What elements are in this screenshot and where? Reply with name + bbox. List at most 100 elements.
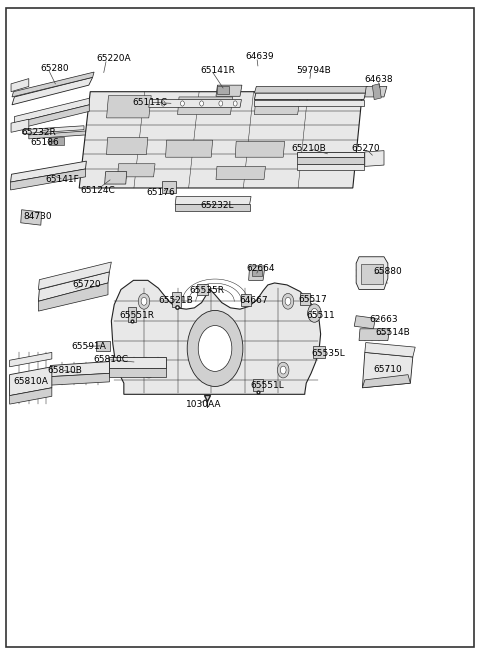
Text: 65511: 65511 <box>306 310 335 320</box>
Circle shape <box>198 326 232 371</box>
Polygon shape <box>12 72 94 97</box>
Text: 65535R: 65535R <box>190 286 225 295</box>
Polygon shape <box>21 210 42 225</box>
Polygon shape <box>354 316 375 329</box>
Polygon shape <box>365 86 387 97</box>
Text: 65880: 65880 <box>373 267 402 276</box>
Text: 65124C: 65124C <box>81 186 115 195</box>
Polygon shape <box>118 164 155 177</box>
Circle shape <box>233 101 237 106</box>
Circle shape <box>180 101 184 106</box>
Polygon shape <box>38 283 108 311</box>
Polygon shape <box>297 157 364 164</box>
Polygon shape <box>149 100 241 107</box>
Polygon shape <box>50 373 109 385</box>
Circle shape <box>200 101 204 106</box>
Polygon shape <box>356 257 388 290</box>
Polygon shape <box>172 292 181 307</box>
Text: 65521B: 65521B <box>158 296 193 305</box>
Polygon shape <box>361 264 383 284</box>
Polygon shape <box>217 86 229 94</box>
Polygon shape <box>50 362 109 377</box>
Text: 65720: 65720 <box>72 280 101 290</box>
Polygon shape <box>79 92 362 188</box>
Circle shape <box>311 309 318 318</box>
Polygon shape <box>11 119 29 132</box>
Polygon shape <box>362 352 413 388</box>
Text: 65141R: 65141R <box>201 66 236 75</box>
Polygon shape <box>254 93 366 100</box>
Polygon shape <box>178 97 233 115</box>
Polygon shape <box>10 352 52 367</box>
Text: 65710: 65710 <box>373 365 402 374</box>
Polygon shape <box>216 85 242 96</box>
Polygon shape <box>197 284 208 295</box>
Circle shape <box>277 362 289 378</box>
Polygon shape <box>362 375 410 388</box>
Text: 65280: 65280 <box>41 64 70 73</box>
Polygon shape <box>365 343 415 357</box>
Polygon shape <box>252 270 262 276</box>
Polygon shape <box>23 126 84 134</box>
Text: 65186: 65186 <box>30 138 59 147</box>
Polygon shape <box>313 346 325 358</box>
Circle shape <box>285 297 291 305</box>
Circle shape <box>138 293 150 309</box>
Text: 65232R: 65232R <box>22 128 56 137</box>
Polygon shape <box>38 272 109 301</box>
Polygon shape <box>11 169 85 190</box>
Text: 64667: 64667 <box>239 296 268 305</box>
Text: 64638: 64638 <box>365 75 394 84</box>
Polygon shape <box>235 141 285 157</box>
Circle shape <box>161 101 165 106</box>
Text: 65210B: 65210B <box>292 144 326 153</box>
Text: 65220A: 65220A <box>96 54 131 64</box>
Polygon shape <box>129 307 136 322</box>
Polygon shape <box>365 151 384 166</box>
Text: 65111C: 65111C <box>132 98 167 107</box>
Polygon shape <box>38 262 111 290</box>
Polygon shape <box>216 166 265 179</box>
Circle shape <box>146 366 152 374</box>
Polygon shape <box>111 280 321 394</box>
Text: 1030AA: 1030AA <box>186 400 221 409</box>
Text: 65810C: 65810C <box>94 355 129 364</box>
Circle shape <box>143 362 155 378</box>
Circle shape <box>308 304 321 322</box>
Text: 84730: 84730 <box>23 212 52 221</box>
Text: 62663: 62663 <box>370 315 398 324</box>
Text: 65270: 65270 <box>352 144 381 153</box>
Polygon shape <box>10 367 52 396</box>
Circle shape <box>187 310 243 386</box>
Polygon shape <box>162 181 176 193</box>
Polygon shape <box>297 164 364 170</box>
Polygon shape <box>107 96 151 118</box>
Polygon shape <box>29 131 85 139</box>
Polygon shape <box>14 98 89 123</box>
Polygon shape <box>253 379 263 391</box>
Polygon shape <box>254 100 364 106</box>
Text: 65810A: 65810A <box>13 377 48 386</box>
Polygon shape <box>109 357 166 368</box>
Polygon shape <box>372 84 381 100</box>
Polygon shape <box>254 86 368 93</box>
Text: 65141F: 65141F <box>46 175 79 184</box>
Polygon shape <box>175 196 251 204</box>
Text: 65514B: 65514B <box>376 328 410 337</box>
Polygon shape <box>107 138 148 155</box>
Text: 65176: 65176 <box>146 188 175 197</box>
Polygon shape <box>96 341 110 351</box>
Polygon shape <box>105 172 127 184</box>
Text: 65591A: 65591A <box>71 342 106 351</box>
Polygon shape <box>300 293 310 305</box>
Circle shape <box>141 297 147 305</box>
Text: 62664: 62664 <box>246 264 275 273</box>
Text: 65535L: 65535L <box>311 349 345 358</box>
Polygon shape <box>14 105 89 130</box>
Polygon shape <box>11 79 29 92</box>
Polygon shape <box>175 204 250 211</box>
Polygon shape <box>249 266 265 280</box>
Polygon shape <box>359 329 390 341</box>
Polygon shape <box>109 368 166 377</box>
Circle shape <box>282 293 294 309</box>
